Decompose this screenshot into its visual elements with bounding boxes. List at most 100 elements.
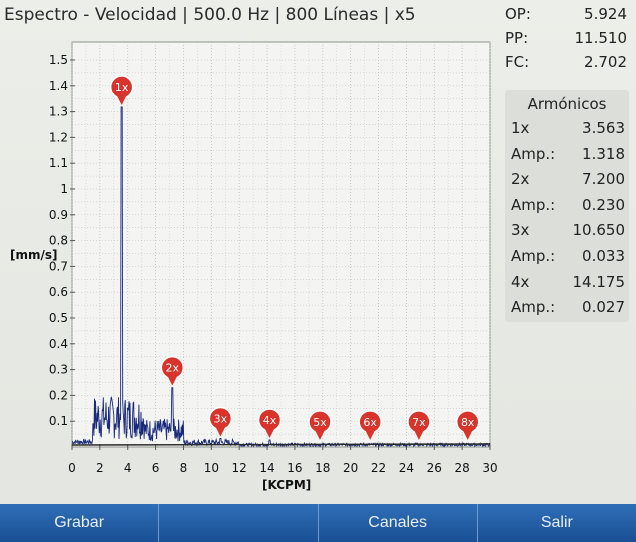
y-tick-label: 0.2 <box>49 388 68 402</box>
y-axis-label: [mm/s] <box>10 248 58 262</box>
harmonic-row: 2x 7.200 <box>505 167 629 193</box>
harmonic-row: 4x 14.175 <box>505 270 629 296</box>
marker-5x[interactable]: 5x <box>308 410 332 440</box>
marker-pointer <box>315 429 326 440</box>
stat-fc: FC: 2.702 <box>505 50 627 74</box>
harmonic-value: 7.200 <box>582 170 625 189</box>
y-tick-label: 0.4 <box>49 337 68 351</box>
x-tick-label: 14 <box>259 461 274 475</box>
stat-op: OP: 5.924 <box>505 2 627 26</box>
y-axis: 0.1 0.2 0.3 0.4 0.5 0.6 0.7 0.8 0.9 1 1.1 1.2 1.3 1.4… <box>49 53 75 428</box>
stat-value: 2.702 <box>584 53 627 71</box>
page-title: Espectro - Velocidad | 500.0 Hz | 800 Lí… <box>4 5 416 25</box>
marker-pointer <box>365 429 376 440</box>
x-tick-label: 0 <box>68 461 76 475</box>
marker-1x[interactable]: 1x <box>109 75 134 105</box>
marker-label: 3x <box>214 412 228 425</box>
blank-softkey-button[interactable] <box>159 504 319 542</box>
harmonic-row: Amp.: 0.033 <box>505 244 629 270</box>
record-button[interactable]: Grabar <box>0 504 160 542</box>
x-axis-label: [KCPM] <box>262 478 311 492</box>
x-tick-label: 26 <box>427 461 442 475</box>
y-tick-label: 0.9 <box>49 208 68 222</box>
harmonic-label: 1x <box>511 119 530 137</box>
harmonic-value: 14.175 <box>572 272 626 291</box>
baseline <box>71 443 491 446</box>
harmonic-label: 2x <box>511 170 530 189</box>
exit-button[interactable]: Salir <box>540 514 573 531</box>
harmonic-value: 1.318 <box>582 144 625 163</box>
bottom-toolbar: Grabar Canales Salir <box>0 504 636 542</box>
y-tick-label: 1.5 <box>49 53 68 67</box>
y-tick-label: 0.1 <box>49 414 68 428</box>
harmonic-row: Amp.: 0.230 <box>505 193 629 219</box>
spectrum-chart: 0.1 0.2 0.3 0.4 0.5 0.6 0.7 0.8 0.9 1 1.1 1.2 1.3 1.4… <box>10 41 498 492</box>
y-tick-label: 0.8 <box>49 234 68 248</box>
y-tick-label: 1.1 <box>49 156 68 170</box>
marker-8x[interactable]: 8x <box>455 410 480 440</box>
stat-value: 11.510 <box>574 29 628 47</box>
plot-area <box>71 41 491 448</box>
x-tick-label: 28 <box>454 461 469 475</box>
x-tick-label: 22 <box>371 461 386 475</box>
marker-pointer <box>215 426 226 437</box>
stats-panel: OP: 5.924 PP: 11.510 FC: 2.702 <box>505 2 627 74</box>
stat-label: PP: <box>505 29 529 47</box>
marker-7x[interactable]: 7x <box>407 410 431 440</box>
marker-pointer <box>167 375 178 386</box>
stat-value: 5.924 <box>584 5 627 23</box>
y-tick-label: 0.3 <box>49 363 68 377</box>
harmonic-markers: 1x 2x 3x 4x 5x 6x 7x 8x <box>109 75 480 440</box>
marker-pointer <box>462 429 473 440</box>
harmonic-label: Amp.: <box>511 298 556 317</box>
x-tick-label: 12 <box>232 461 247 475</box>
harmonic-label: 4x <box>511 272 530 291</box>
y-tick-label: 1.4 <box>49 79 68 93</box>
y-tick-label: 0.6 <box>49 285 68 299</box>
x-tick-label: 2 <box>96 461 104 475</box>
y-tick-label: 1.2 <box>49 130 68 144</box>
stat-pp: PP: 11.510 <box>505 26 627 50</box>
marker-4x[interactable]: 4x <box>257 408 282 439</box>
marker-pointer <box>116 94 127 105</box>
y-tick-label: 0.7 <box>49 259 68 273</box>
harmonic-row: 1x 3.563 <box>505 116 629 142</box>
stat-label: OP: <box>505 5 531 23</box>
marker-label: 4x <box>263 414 277 427</box>
marker-pointer <box>264 428 275 439</box>
spectrum-line <box>71 106 491 448</box>
x-tick-label: 30 <box>482 461 497 475</box>
grid <box>71 42 491 447</box>
x-tick-label: 20 <box>343 461 358 475</box>
marker-label: 1x <box>115 81 129 94</box>
channels-button[interactable]: Canales <box>319 504 478 542</box>
marker-label: 2x <box>166 362 180 375</box>
harmonics-panel: Armónicos 1x 3.563 Amp.: 1.318 2x 7.200 Amp… <box>505 90 629 322</box>
marker-2x[interactable]: 2x <box>160 355 185 386</box>
harmonic-row: 3x 10.650 <box>505 218 629 244</box>
stat-label: FC: <box>505 53 530 71</box>
x-tick-label: 16 <box>287 461 302 475</box>
marker-label: 6x <box>363 416 377 429</box>
harmonic-row: Amp.: 1.318 <box>505 142 629 168</box>
harmonic-value: 0.033 <box>582 246 625 265</box>
harmonic-label: Amp.: <box>511 246 556 265</box>
harmonic-value: 10.650 <box>572 221 626 240</box>
spectrum-trace <box>71 106 491 448</box>
harmonic-label: Amp.: <box>511 195 556 214</box>
harmonic-label: Amp.: <box>511 144 556 163</box>
x-axis: 0 2 4 6 8 10 12 14 16 18 20 22 24 26 28 30 <box>68 444 498 475</box>
marker-pointer <box>413 429 424 440</box>
harmonic-value: 3.563 <box>582 119 625 137</box>
y-tick-label: 1 <box>60 182 68 196</box>
harmonic-row: Amp.: 0.027 <box>505 295 629 321</box>
x-tick-label: 10 <box>204 461 219 475</box>
x-tick-label: 18 <box>315 461 330 475</box>
marker-label: 5x <box>313 416 327 429</box>
marker-3x[interactable]: 3x <box>208 406 233 437</box>
x-tick-label: 4 <box>124 461 132 475</box>
harmonics-title: Armónicos <box>527 95 607 113</box>
marker-label: 7x <box>412 416 426 429</box>
marker-6x[interactable]: 6x <box>358 410 382 440</box>
